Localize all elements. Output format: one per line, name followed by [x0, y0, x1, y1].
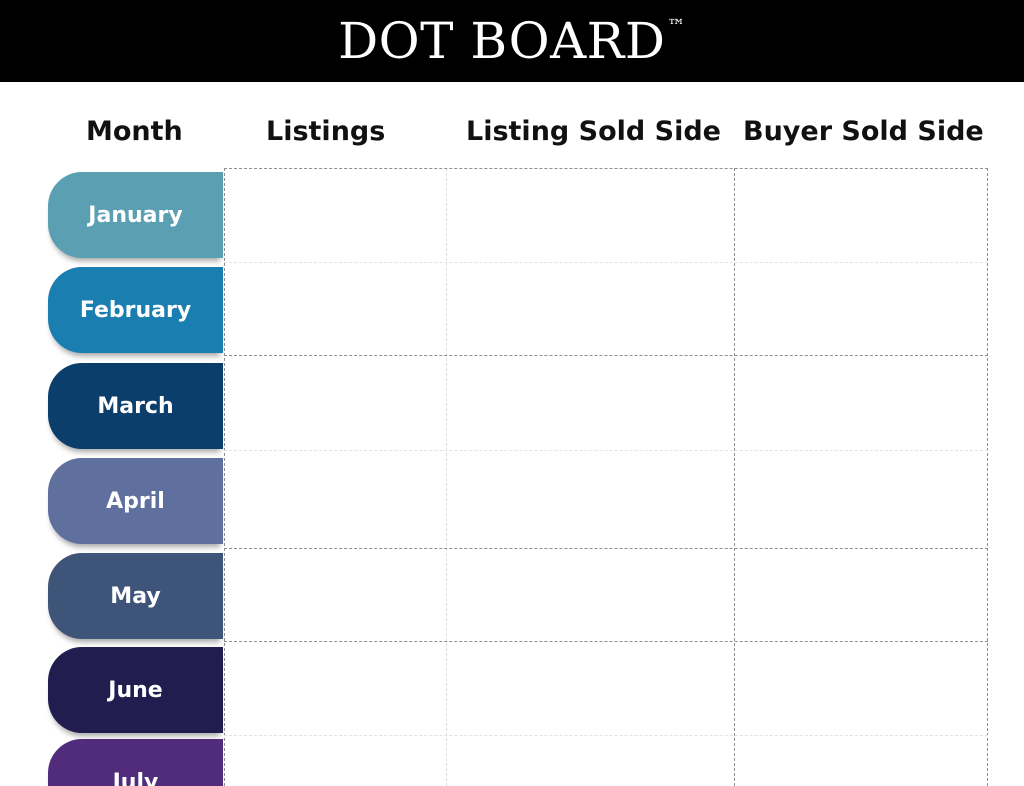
page-title: DOT BOARD ™ — [338, 16, 686, 66]
month-label: March — [97, 393, 174, 419]
grid-horizontal-line — [224, 548, 988, 549]
month-tab-march: March — [48, 363, 223, 449]
month-tab-february: February — [48, 267, 223, 353]
month-label: May — [110, 583, 161, 609]
month-tab-june: June — [48, 647, 223, 733]
grid-horizontal-line — [224, 450, 988, 451]
grid-horizontal-line — [224, 168, 988, 169]
grid-vertical-line — [987, 168, 988, 786]
month-label: April — [106, 488, 165, 514]
column-header-listings: Listings — [266, 116, 386, 147]
month-label: June — [108, 677, 163, 703]
month-tab-july: July — [48, 739, 223, 786]
grid-horizontal-line — [224, 262, 988, 263]
grid-horizontal-line — [224, 641, 988, 642]
month-tab-april: April — [48, 458, 223, 544]
grid-vertical-line — [734, 168, 735, 786]
grid-horizontal-line — [224, 735, 988, 736]
trademark-symbol: ™ — [667, 16, 686, 37]
month-tab-may: May — [48, 553, 223, 639]
month-label: February — [79, 297, 192, 323]
column-header-listing-sold-side: Listing Sold Side — [466, 116, 721, 147]
column-header-month: Month — [86, 116, 183, 147]
month-label: January — [88, 202, 183, 228]
title-bar: DOT BOARD ™ — [0, 0, 1024, 82]
column-header-buyer-sold-side: Buyer Sold Side — [743, 116, 984, 147]
month-tab-january: January — [48, 172, 223, 258]
grid-horizontal-line — [224, 355, 988, 356]
page-title-text: DOT BOARD — [338, 12, 666, 70]
grid-vertical-line — [446, 168, 447, 786]
month-label: July — [112, 769, 159, 786]
grid-vertical-line — [224, 168, 225, 786]
